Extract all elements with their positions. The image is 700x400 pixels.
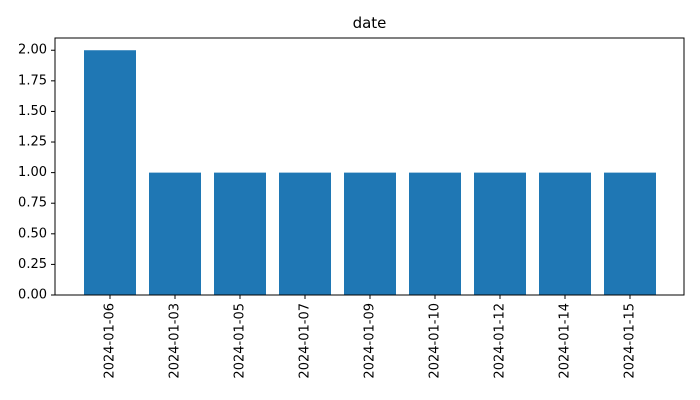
bar-2024-01-05 (214, 172, 266, 295)
y-tick-label: 1.75 (18, 73, 47, 88)
bars-group (84, 50, 656, 295)
x-tick-label: 2024-01-07 (298, 303, 313, 379)
y-tick-label: 0.75 (18, 196, 47, 211)
bar-2024-01-10 (409, 172, 461, 295)
x-axis: 2024-01-06 2024-01-03 2024-01-05 2024-01-07… (103, 295, 638, 379)
bar-2024-01-09 (344, 172, 396, 295)
x-tick-label: 2024-01-03 (168, 303, 183, 379)
bar-2024-01-07 (279, 172, 331, 295)
y-tick-label: 0.25 (18, 257, 47, 272)
x-tick-label: 2024-01-05 (233, 303, 248, 379)
y-tick-label: 0.50 (18, 226, 47, 241)
bar-2024-01-03 (149, 172, 201, 295)
x-tick-label: 2024-01-09 (363, 303, 378, 379)
x-tick-label: 2024-01-14 (558, 303, 573, 379)
y-tick-label: 1.25 (18, 135, 47, 150)
y-tick-label: 1.00 (18, 165, 47, 180)
chart-title: date (353, 14, 387, 32)
y-tick-label: 0.00 (18, 288, 47, 303)
bar-2024-01-12 (474, 172, 526, 295)
x-tick-label: 2024-01-12 (493, 303, 508, 379)
y-tick-label: 1.50 (18, 104, 47, 119)
plot-frame (54, 37, 685, 296)
y-axis: 0.00 0.25 0.50 0.75 1.00 1.25 1.50 1.75 2.00 (18, 43, 55, 303)
y-tick-label: 2.00 (18, 43, 47, 58)
bar-2024-01-14 (539, 172, 591, 295)
x-tick-label: 2024-01-10 (428, 303, 443, 379)
bar-2024-01-15 (604, 172, 656, 295)
x-tick-label: 2024-01-06 (103, 303, 118, 379)
bar-2024-01-06 (84, 50, 136, 295)
x-tick-label: 2024-01-15 (623, 303, 638, 379)
